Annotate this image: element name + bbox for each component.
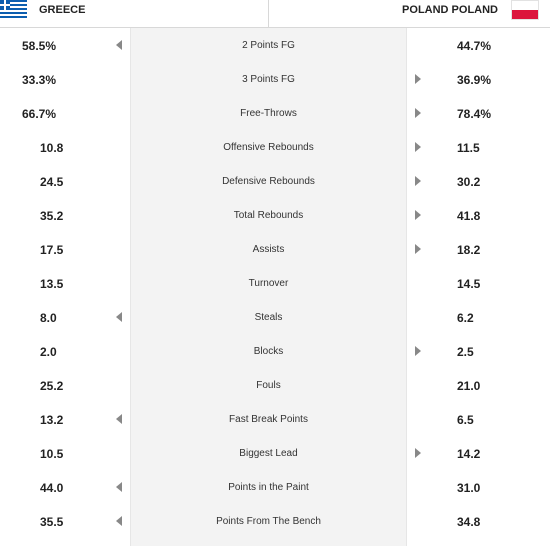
left-team-value: 35.5: [40, 515, 64, 529]
header-divider: [268, 0, 269, 27]
stat-row: 17.5 Assists 18.2: [0, 232, 550, 266]
left-team-value: 24.5: [40, 175, 64, 189]
stat-row: 10.5 Biggest Lead 14.2: [0, 436, 550, 470]
right-team-value: 21.0: [457, 379, 481, 393]
right-team-value: 30.2: [457, 175, 481, 189]
right-leader-arrow-icon: [415, 108, 421, 118]
right-team-value: 31.0: [457, 481, 481, 495]
left-leader-arrow-icon: [116, 414, 122, 424]
right-team-value: 2.5: [457, 345, 474, 359]
comparison-header: GREECE POLAND POLAND: [0, 0, 550, 28]
right-leader-arrow-icon: [415, 176, 421, 186]
stat-row: 10.8 Offensive Rebounds 11.5: [0, 130, 550, 164]
poland-flag-icon: [511, 0, 539, 20]
stat-row: 44.0 Points in the Paint 31.0: [0, 470, 550, 504]
stat-label: Steals: [254, 312, 283, 323]
left-leader-arrow-icon: [116, 40, 122, 50]
right-leader-arrow-icon: [415, 74, 421, 84]
stat-row: 13.5 Turnover 14.5: [0, 266, 550, 300]
right-team-value: 44.7%: [457, 39, 492, 53]
left-team-value: 10.8: [40, 141, 64, 155]
left-leader-arrow-icon: [116, 482, 122, 492]
stat-row: 58.5% 2 Points FG 44.7%: [0, 28, 550, 62]
right-team-value: 34.8: [457, 515, 481, 529]
team-left-name[interactable]: GREECE: [39, 4, 86, 16]
left-team-value: 35.2: [40, 209, 64, 223]
stat-label: Blocks: [253, 346, 284, 357]
stat-row: 66.7% Free-Throws 78.4%: [0, 96, 550, 130]
stat-label: 3 Points FG: [242, 74, 295, 85]
right-leader-arrow-icon: [415, 346, 421, 356]
left-team-value: 2.0: [40, 345, 57, 359]
stat-row: 24.5 Defensive Rebounds 30.2: [0, 164, 550, 198]
stat-label: Fast Break Points: [229, 414, 308, 425]
stat-label: Defensive Rebounds: [222, 176, 315, 187]
left-team-value: 13.5: [40, 277, 64, 291]
stat-label: 2 Points FG: [242, 40, 295, 51]
right-team-value: 18.2: [457, 243, 481, 257]
right-leader-arrow-icon: [415, 142, 421, 152]
right-team-value: 78.4%: [457, 107, 492, 121]
left-leader-arrow-icon: [116, 516, 122, 526]
right-leader-arrow-icon: [415, 448, 421, 458]
left-team-value: 66.7%: [22, 107, 57, 121]
stat-row: 35.2 Total Rebounds 41.8: [0, 198, 550, 232]
stat-row: 25.2 Fouls 21.0: [0, 368, 550, 402]
left-team-value: 8.0: [40, 311, 57, 325]
stat-label: Biggest Lead: [239, 448, 298, 459]
stat-row: 13.2 Fast Break Points 6.5: [0, 402, 550, 436]
stat-row: 8.0 Steals 6.2: [0, 300, 550, 334]
greece-flag-icon: [0, 0, 27, 18]
stat-label: Turnover: [248, 278, 289, 289]
stat-label: Fouls: [256, 380, 281, 391]
left-team-value: 13.2: [40, 413, 64, 427]
stat-label: Points in the Paint: [228, 482, 309, 493]
team-right-name[interactable]: POLAND POLAND: [402, 4, 498, 16]
right-team-value: 36.9%: [457, 73, 492, 87]
right-team-value: 14.5: [457, 277, 481, 291]
left-team-value: 33.3%: [22, 73, 57, 87]
stat-label: Points From The Bench: [216, 516, 321, 527]
stats-table: 58.5% 2 Points FG 44.7% 33.3% 3 Points FG 36.…: [0, 28, 550, 538]
right-team-value: 41.8: [457, 209, 481, 223]
stat-row: 2.0 Blocks 2.5: [0, 334, 550, 368]
right-team-value: 14.2: [457, 447, 481, 461]
left-team-value: 58.5%: [22, 39, 57, 53]
right-leader-arrow-icon: [415, 244, 421, 254]
right-team-value: 6.2: [457, 311, 474, 325]
stat-label: Offensive Rebounds: [223, 142, 314, 153]
left-leader-arrow-icon: [116, 312, 122, 322]
right-team-value: 6.5: [457, 413, 474, 427]
stat-label: Free-Throws: [240, 108, 297, 119]
stat-label: Total Rebounds: [233, 210, 304, 221]
stat-row: 33.3% 3 Points FG 36.9%: [0, 62, 550, 96]
right-leader-arrow-icon: [415, 210, 421, 220]
right-team-value: 11.5: [457, 141, 480, 155]
left-team-value: 44.0: [40, 481, 64, 495]
left-team-value: 10.5: [40, 447, 64, 461]
stat-label: Assists: [252, 244, 285, 255]
stat-label-column: [130, 28, 407, 546]
stat-row: 35.5 Points From The Bench 34.8: [0, 504, 550, 538]
left-team-value: 17.5: [40, 243, 64, 257]
left-team-value: 25.2: [40, 379, 64, 393]
